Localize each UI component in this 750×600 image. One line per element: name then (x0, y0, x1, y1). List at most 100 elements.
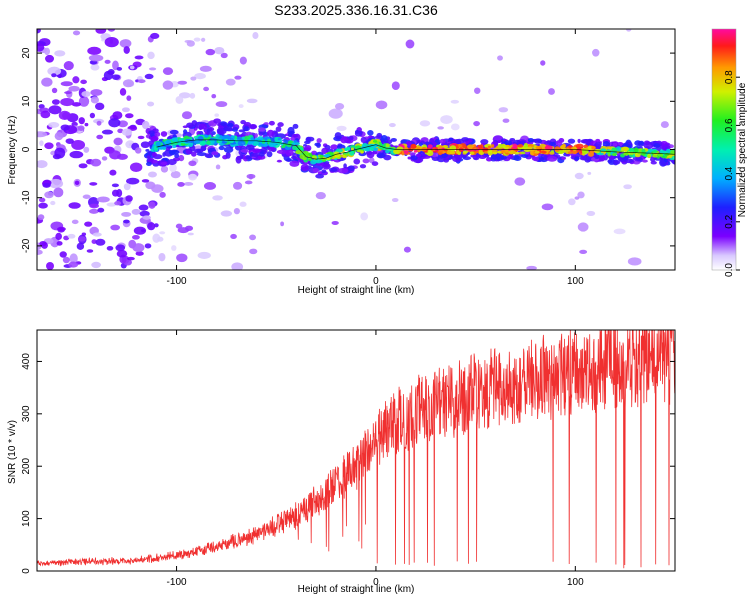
spectrogram-cell (347, 165, 355, 172)
spectrogram-cell (212, 195, 223, 201)
spectrogram-cell (470, 154, 476, 158)
spectrogram-cell (78, 96, 90, 107)
spectrogram-cell (115, 244, 126, 252)
spectrogram-cell (577, 147, 582, 152)
spectrogram-x-label: Height of straight line (km) (298, 285, 415, 296)
spectrogram-cell (334, 132, 342, 140)
spectrogram-cell (162, 67, 174, 75)
spectrogram-cell (54, 131, 64, 141)
spectrogram-cell (574, 172, 584, 180)
spectrogram-cell (62, 256, 70, 264)
spectrogram-cell (231, 262, 244, 270)
spectrogram-cell (247, 140, 253, 145)
spectrogram-cell (80, 79, 87, 85)
spectrogram-cell (488, 150, 493, 154)
spectrogram-cell (507, 154, 514, 159)
spectrogram-cell (126, 256, 135, 261)
spectrogram-cell (385, 149, 390, 154)
spectrogram-cell (125, 195, 133, 202)
spectrogram-cell (74, 180, 80, 186)
spectrogram-cell (574, 196, 580, 200)
spectrogram-cell (266, 151, 273, 158)
spectrogram-cell (418, 142, 423, 146)
spectrogram-cell (244, 180, 253, 185)
spectrogram-cell (574, 156, 580, 161)
spectrogram-cell (455, 150, 462, 155)
spectrogram-cell (37, 29, 41, 34)
spectrogram-cell (258, 131, 264, 136)
spectrogram-cell (56, 226, 66, 232)
spectrogram-cell (368, 157, 375, 164)
spectrogram-cell (584, 156, 591, 163)
spectrogram-cell (137, 79, 146, 84)
spectrogram-cell (555, 140, 563, 146)
spectrogram-cell (125, 113, 134, 119)
spectrogram-cell (431, 148, 436, 152)
spectrogram-cell (96, 120, 102, 126)
spectrogram-cell (491, 144, 495, 148)
spectrogram-cell (90, 96, 99, 104)
spectrogram-cell (461, 137, 470, 142)
spectrogram-cell (129, 162, 143, 173)
spectrogram-cell (193, 37, 201, 42)
spectrogram-cell (89, 182, 98, 186)
spectrogram-cell (534, 150, 540, 154)
spectrogram-cell (37, 214, 45, 221)
spectrogram-cell (509, 138, 516, 142)
spectrogram-cell (490, 153, 497, 160)
spectrogram-cell (50, 200, 56, 206)
spectrogram-cell (437, 126, 444, 130)
spectrogram-cell (147, 51, 155, 60)
spectrogram-cell (302, 157, 307, 161)
spectrogram-cell (51, 87, 58, 94)
spectrogram-cell (607, 152, 611, 157)
spectrogram-cell (37, 131, 48, 138)
snr-series-line (37, 330, 675, 569)
spectrogram-cell (632, 160, 641, 165)
spectrogram-cell (159, 191, 166, 198)
spectrogram-cell (496, 156, 501, 161)
spectrogram-cell (47, 66, 62, 76)
spectrogram-cell (581, 149, 589, 155)
spectrogram-cell (419, 120, 431, 127)
spectrogram-cell (81, 232, 87, 236)
spectrogram-cell (220, 52, 228, 59)
spectrogram-cell (222, 134, 231, 140)
spectrogram-cell (250, 137, 255, 140)
y-tick-label: 300 (21, 405, 32, 422)
spectrogram-cell (625, 29, 632, 32)
spectrogram-cell (233, 207, 240, 215)
spectrogram-cell (442, 145, 449, 148)
spectrogram-cell (151, 152, 158, 157)
spectrogram-cell (390, 137, 397, 142)
spectrogram-cell (549, 141, 556, 147)
spectrogram-cell (58, 110, 71, 120)
spectrogram-cell (591, 145, 596, 150)
spectrogram-cell (308, 152, 313, 156)
spectrogram-cell (671, 159, 675, 165)
spectrogram-cell (44, 142, 54, 150)
spectrogram-cell (205, 48, 216, 56)
spectrogram-cell (512, 143, 518, 149)
spectrogram-cell (69, 253, 78, 264)
spectrogram-cell (78, 117, 85, 125)
spectrogram-cell (77, 125, 85, 131)
spectrogram-cell (670, 150, 675, 155)
spectrogram-cell (303, 143, 308, 147)
spectrogram-cell (183, 182, 194, 186)
spectrogram-cell (56, 241, 63, 246)
spectrogram-cell (227, 122, 234, 128)
spectrogram-cell (171, 137, 178, 142)
spectrogram-cell (104, 59, 111, 64)
spectrogram-cell (132, 243, 145, 253)
spectrogram-cell (560, 145, 566, 149)
spectrogram-cell (162, 80, 174, 90)
spectrogram-cell (65, 138, 74, 144)
spectrogram-cell (175, 95, 184, 104)
spectrogram-cell (636, 156, 642, 162)
spectrogram-cell (121, 128, 133, 136)
spectrogram-cell (438, 148, 444, 153)
spectrogram-cell (140, 141, 150, 149)
spectrogram-cell (316, 138, 322, 144)
